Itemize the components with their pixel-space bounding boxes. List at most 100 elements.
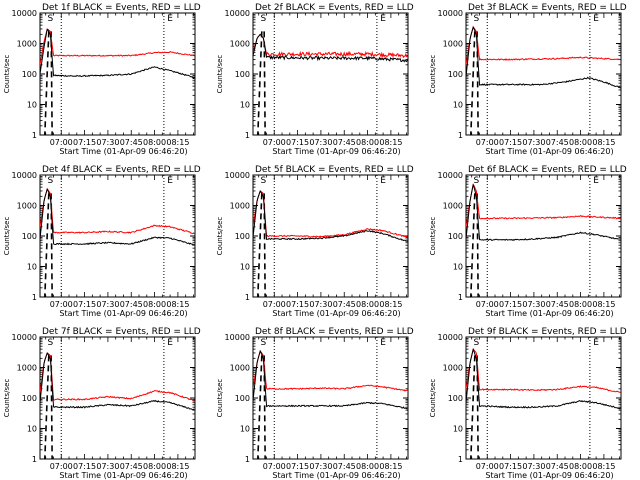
x-axis-label: Start Time (01-Apr-09 06:46:20): [485, 471, 613, 480]
events-series-line: [466, 25, 621, 89]
x-tick-label: 07:45: [333, 462, 356, 471]
y-tick-label: 100: [22, 394, 37, 403]
interval-marker-label: E: [167, 176, 173, 186]
events-series-line: [253, 349, 408, 410]
x-tick-label: 07:30: [309, 138, 332, 147]
plot-frame: [252, 336, 409, 460]
y-tick-label: 10: [240, 101, 250, 110]
lld-series-line: [253, 190, 408, 238]
chart-title: Det 5f BLACK = Events, RED = LLD: [255, 165, 414, 175]
events-series-line: [40, 352, 195, 411]
x-tick-label: 08:00: [356, 300, 379, 309]
x-tick-label: 07:15: [73, 138, 96, 147]
transition-dashed-line: [257, 355, 266, 460]
chart-title: Det 7f BLACK = Events, RED = LLD: [42, 327, 201, 337]
x-axis-label: Start Time (01-Apr-09 06:46:20): [272, 309, 400, 318]
y-tick-label: 10: [27, 263, 37, 272]
y-tick-label: 10000: [12, 333, 37, 342]
detector-panel: Det 1f BLACK = Events, RED = LLD 1 10 100 10…: [3, 3, 201, 156]
interval-marker-label: S: [261, 14, 267, 24]
x-tick-label: 08:00: [143, 462, 166, 471]
chart-title: Det 1f BLACK = Events, RED = LLD: [42, 3, 201, 13]
y-tick-label: 10000: [438, 9, 463, 18]
y-tick-label: 10000: [225, 171, 250, 180]
x-tick-label: 07:45: [120, 138, 143, 147]
y-tick-label: 100: [235, 232, 250, 241]
interval-marker-label: E: [593, 14, 599, 24]
y-axis-label: Counts/sec: [429, 217, 437, 256]
transition-dashed-line: [470, 31, 479, 136]
y-tick-label: 1000: [17, 202, 37, 211]
x-tick-label: 07:15: [499, 300, 522, 309]
y-tick-label: 100: [235, 70, 250, 79]
y-tick-label: 10: [240, 263, 250, 272]
transition-dashed-line: [44, 193, 53, 298]
x-axis-label: Start Time (01-Apr-09 06:46:20): [485, 147, 613, 156]
y-tick-label: 1000: [443, 202, 463, 211]
y-axis-label: Counts/sec: [3, 379, 11, 418]
x-tick-label: 08:00: [569, 138, 592, 147]
y-tick-label: 100: [448, 394, 463, 403]
x-axis-label: Start Time (01-Apr-09 06:46:20): [59, 309, 187, 318]
x-tick-label: 07:45: [120, 300, 143, 309]
y-tick-label: 10: [453, 425, 463, 434]
y-tick-label: 10000: [225, 9, 250, 18]
y-tick-label: 10: [27, 101, 37, 110]
x-axis-label: Start Time (01-Apr-09 06:46:20): [59, 147, 187, 156]
lld-series-line: [466, 348, 621, 393]
x-tick-label: 08:15: [166, 300, 189, 309]
x-tick-label: 08:15: [592, 138, 615, 147]
chart-title: Det 6f BLACK = Events, RED = LLD: [468, 165, 627, 175]
detector-panel: Det 4f BLACK = Events, RED = LLD 1 10 100 10…: [3, 165, 201, 318]
x-tick-label: 07:30: [309, 462, 332, 471]
lld-series-line: [253, 350, 408, 392]
x-axis-label: Start Time (01-Apr-09 06:46:20): [485, 309, 613, 318]
y-tick-label: 1: [458, 455, 463, 464]
events-series-line: [253, 33, 408, 63]
x-tick-label: 08:15: [592, 300, 615, 309]
y-tick-label: 1: [458, 293, 463, 302]
x-tick-label: 07:45: [333, 300, 356, 309]
y-tick-label: 1: [32, 455, 37, 464]
plot-frame: [465, 336, 622, 460]
y-axis-label: Counts/sec: [3, 217, 11, 256]
y-tick-label: 10000: [438, 333, 463, 342]
plot-frame: [39, 12, 196, 136]
plot-frame: [39, 174, 196, 298]
y-tick-label: 1: [245, 293, 250, 302]
chart-title: Det 3f BLACK = Events, RED = LLD: [468, 3, 627, 13]
lld-series-line: [466, 26, 621, 65]
y-tick-label: 1: [245, 131, 250, 140]
transition-dashed-line: [257, 193, 266, 298]
y-axis-label: Counts/sec: [429, 379, 437, 418]
x-tick-label: 07:45: [546, 462, 569, 471]
x-tick-label: 07:45: [333, 138, 356, 147]
y-tick-label: 1000: [230, 364, 250, 373]
x-tick-label: 08:00: [356, 462, 379, 471]
x-tick-label: 08:00: [356, 138, 379, 147]
interval-marker-label: E: [380, 338, 386, 348]
x-tick-label: 07:30: [522, 300, 545, 309]
y-tick-label: 1000: [17, 364, 37, 373]
y-tick-label: 10: [240, 425, 250, 434]
x-axis-label: Start Time (01-Apr-09 06:46:20): [272, 471, 400, 480]
plot-frame: [465, 174, 622, 298]
transition-dashed-line: [44, 355, 53, 460]
x-tick-label: 08:15: [379, 300, 402, 309]
y-tick-label: 100: [22, 70, 37, 79]
detector-panel: Det 8f BLACK = Events, RED = LLD 1 10 100 10…: [216, 327, 414, 480]
interval-marker-label: S: [48, 338, 54, 348]
interval-marker-label: S: [474, 14, 480, 24]
y-tick-label: 1: [458, 131, 463, 140]
events-series-line: [466, 184, 621, 241]
x-tick-label: 07:30: [309, 300, 332, 309]
y-axis-label: Counts/sec: [3, 55, 11, 94]
detector-panel: Det 6f BLACK = Events, RED = LLD 1 10 100 10…: [429, 165, 627, 318]
lld-series-line: [253, 33, 408, 59]
y-tick-label: 10: [27, 425, 37, 434]
y-tick-label: 1000: [443, 364, 463, 373]
transition-dashed-line: [44, 31, 53, 136]
y-tick-label: 100: [448, 232, 463, 241]
chart-title: Det 2f BLACK = Events, RED = LLD: [255, 3, 414, 13]
interval-marker-label: S: [261, 338, 267, 348]
